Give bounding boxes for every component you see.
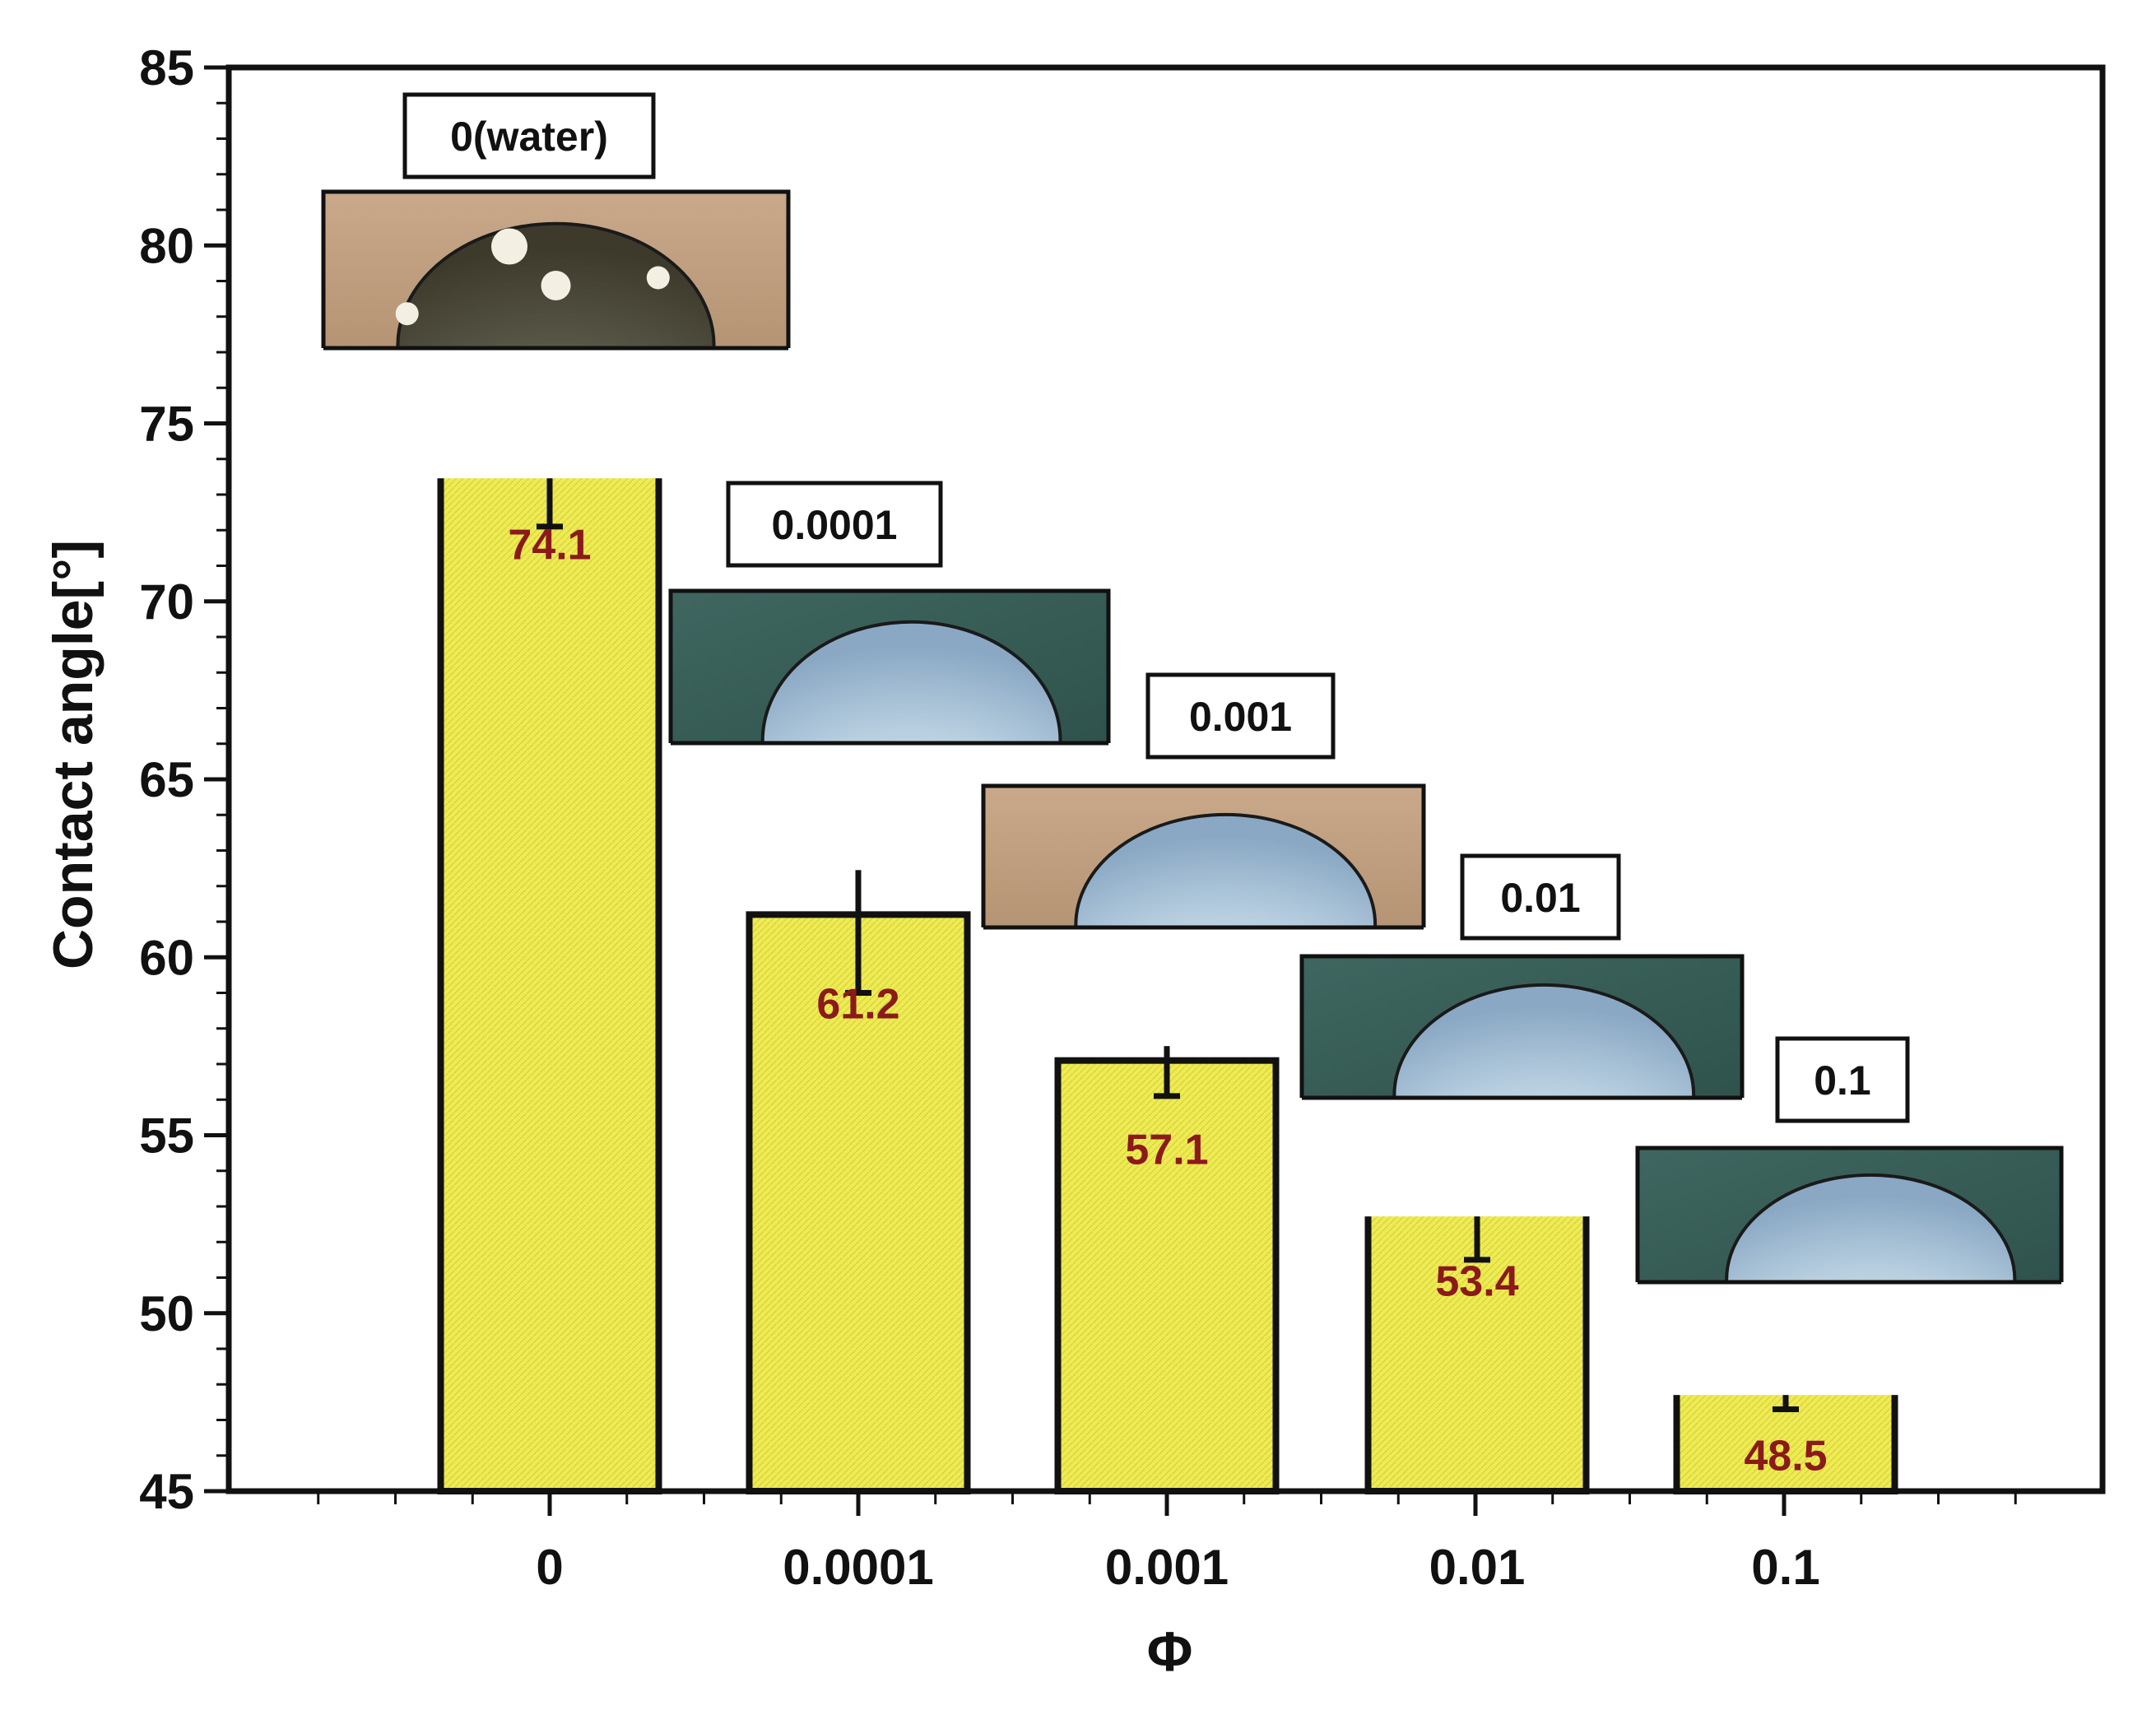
inset-label-box	[726, 481, 943, 568]
inset-label-box	[1145, 672, 1336, 760]
y-tick-label: 65	[139, 752, 194, 807]
bar	[437, 452, 662, 1494]
y-tick-label: 50	[139, 1286, 194, 1341]
droplet-highlight	[491, 228, 527, 265]
droplet-insets	[320, 92, 2065, 1396]
y-tick-label: 55	[139, 1108, 194, 1164]
data-label: 61.2	[816, 980, 899, 1028]
y-tick-label: 45	[139, 1464, 194, 1519]
y-tick-label: 80	[139, 218, 194, 273]
x-tick-label: 0.001	[1105, 1540, 1229, 1595]
y-tick-label: 85	[139, 40, 194, 95]
photo-mask	[320, 348, 792, 479]
x-tick-label: 0.1	[1751, 1540, 1819, 1595]
chart-labels: 74.1 61.2 57.1 53.4 48.5 0(water) 0.0001 0.001 0…	[42, 40, 1871, 1683]
droplet-highlight	[646, 266, 670, 290]
plot-area	[437, 381, 1898, 1495]
axes	[204, 65, 2017, 1516]
inset-label: 0.0001	[772, 502, 898, 548]
inset-label-box	[1775, 1036, 1910, 1123]
y-tick-label: 60	[139, 930, 194, 985]
inset-label-box	[1460, 853, 1621, 941]
inset-label: 0(water)	[450, 114, 608, 160]
data-label: 48.5	[1744, 1433, 1827, 1480]
x-tick-label: 0.0001	[783, 1540, 934, 1595]
inset-label: 0.01	[1500, 875, 1580, 921]
data-label: 74.1	[508, 521, 591, 569]
y-tick-label: 70	[139, 574, 194, 630]
droplet-highlight	[541, 271, 571, 300]
x-axis-title: Φ	[1147, 1620, 1193, 1683]
inset-label-box	[402, 92, 656, 179]
x-tick-label: 0	[536, 1540, 563, 1595]
droplet-highlight	[395, 302, 419, 326]
data-label: 53.4	[1435, 1258, 1518, 1306]
inset-label: 0.1	[1814, 1057, 1871, 1104]
photo-mask	[1634, 1282, 2065, 1396]
x-tick-label: 0.01	[1429, 1540, 1526, 1595]
y-tick-label: 75	[139, 397, 194, 452]
y-axis-title: Contact angle[°]	[42, 540, 105, 969]
bar	[1054, 1057, 1280, 1495]
data-label: 57.1	[1125, 1127, 1208, 1174]
inset-label: 0.001	[1189, 694, 1292, 740]
